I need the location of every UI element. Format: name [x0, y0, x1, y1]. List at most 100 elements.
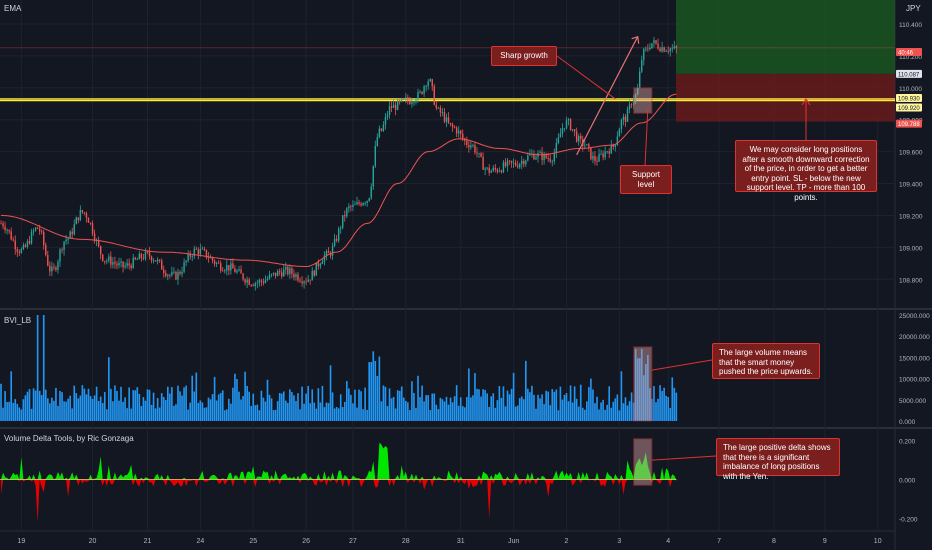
candle: [610, 144, 612, 154]
candle: [283, 269, 285, 277]
volume-bar: [282, 391, 285, 421]
volume-bar: [77, 398, 80, 421]
volume-bar: [287, 402, 289, 421]
price-badge-label: 109.930: [898, 96, 920, 102]
volume-bar: [539, 398, 541, 421]
candle: [486, 167, 488, 169]
volume-bar: [380, 401, 383, 421]
candle: [270, 274, 273, 275]
volume-bar: [555, 389, 558, 421]
volume-bar: [85, 394, 88, 421]
candle: [502, 162, 505, 173]
candle: [264, 280, 267, 283]
candle: [620, 119, 623, 129]
volume-bar: [413, 392, 415, 421]
candle: [313, 270, 315, 276]
volume-bar: [173, 405, 175, 421]
candle: [205, 249, 208, 258]
candle: [596, 161, 598, 162]
volume-bar: [4, 391, 6, 421]
volume-bar: [112, 401, 114, 421]
candle: [87, 218, 90, 223]
volume-bar: [291, 392, 293, 421]
volume-bar: [661, 390, 663, 421]
volume-bar: [264, 401, 267, 421]
candle: [478, 153, 480, 154]
candle: [390, 106, 393, 108]
volume-bar: [386, 406, 389, 421]
volume-bar: [191, 375, 194, 421]
candle: [500, 170, 503, 173]
volume-bar: [175, 404, 177, 421]
support-level-note: Support level: [620, 165, 672, 194]
candle: [403, 98, 405, 100]
volume-bar: [376, 376, 379, 421]
volume-bar: [228, 398, 230, 421]
volume-bar: [209, 399, 212, 421]
candle: [474, 145, 476, 153]
volume-bar: [101, 403, 104, 421]
volume-bar: [356, 407, 358, 421]
volume-bar: [30, 408, 33, 421]
volume-bar: [140, 406, 143, 421]
volume-bar: [169, 393, 171, 421]
candle: [602, 153, 604, 158]
candle: [102, 254, 104, 261]
candle: [291, 268, 293, 274]
volume-bar: [419, 397, 421, 421]
volume-bar: [531, 385, 533, 421]
candle: [333, 238, 336, 246]
volume-bar: [396, 390, 399, 421]
candle: [350, 206, 352, 208]
volume-bar: [339, 394, 342, 421]
volume-bar: [451, 402, 454, 421]
volume-bar: [488, 406, 491, 421]
candle: [317, 262, 320, 267]
volume-bar: [154, 408, 157, 421]
candle: [289, 268, 291, 275]
candle: [171, 272, 173, 275]
candle: [525, 160, 527, 165]
volume-bar: [630, 392, 633, 421]
volume-bar: [527, 388, 529, 421]
volume-bar: [83, 388, 86, 421]
volume-bar: [148, 389, 151, 421]
volume-bar: [498, 386, 501, 421]
volume-bar: [463, 407, 466, 421]
candle: [569, 119, 572, 131]
ema-indicator-label[interactable]: EMA: [4, 4, 22, 13]
volume-bar: [95, 386, 98, 421]
candle: [447, 117, 450, 123]
volume-bar: [230, 403, 232, 421]
candle: [337, 228, 340, 241]
volume-bar: [278, 393, 281, 421]
volume-bar: [337, 408, 340, 421]
candle: [262, 281, 265, 283]
candle: [244, 279, 246, 283]
volume-bar: [32, 388, 35, 421]
price-badge-label: 109.788: [898, 122, 920, 128]
trade-idea-note: We may consider long positions after a s…: [735, 140, 877, 202]
volume-bar: [622, 403, 625, 421]
volume-bar: [468, 368, 470, 421]
volume-bar: [364, 387, 366, 421]
candle: [97, 240, 100, 247]
delta-pane-title[interactable]: Volume Delta Tools, by Ric Gonzaga: [4, 434, 134, 443]
volume-bar: [645, 364, 647, 421]
candle: [2, 223, 4, 227]
candle: [445, 117, 448, 122]
candle: [388, 106, 391, 115]
candle: [667, 50, 669, 52]
volume-bar: [223, 410, 226, 421]
volume-bar: [608, 386, 611, 421]
candle: [26, 241, 29, 247]
connector: [556, 55, 616, 100]
volume-pane-title[interactable]: BVI_LB: [4, 316, 32, 325]
candle: [431, 79, 433, 87]
volume-bar: [612, 401, 615, 421]
volume-bar: [512, 372, 515, 421]
candle: [79, 210, 82, 221]
candle: [588, 144, 590, 148]
candle: [116, 263, 118, 266]
